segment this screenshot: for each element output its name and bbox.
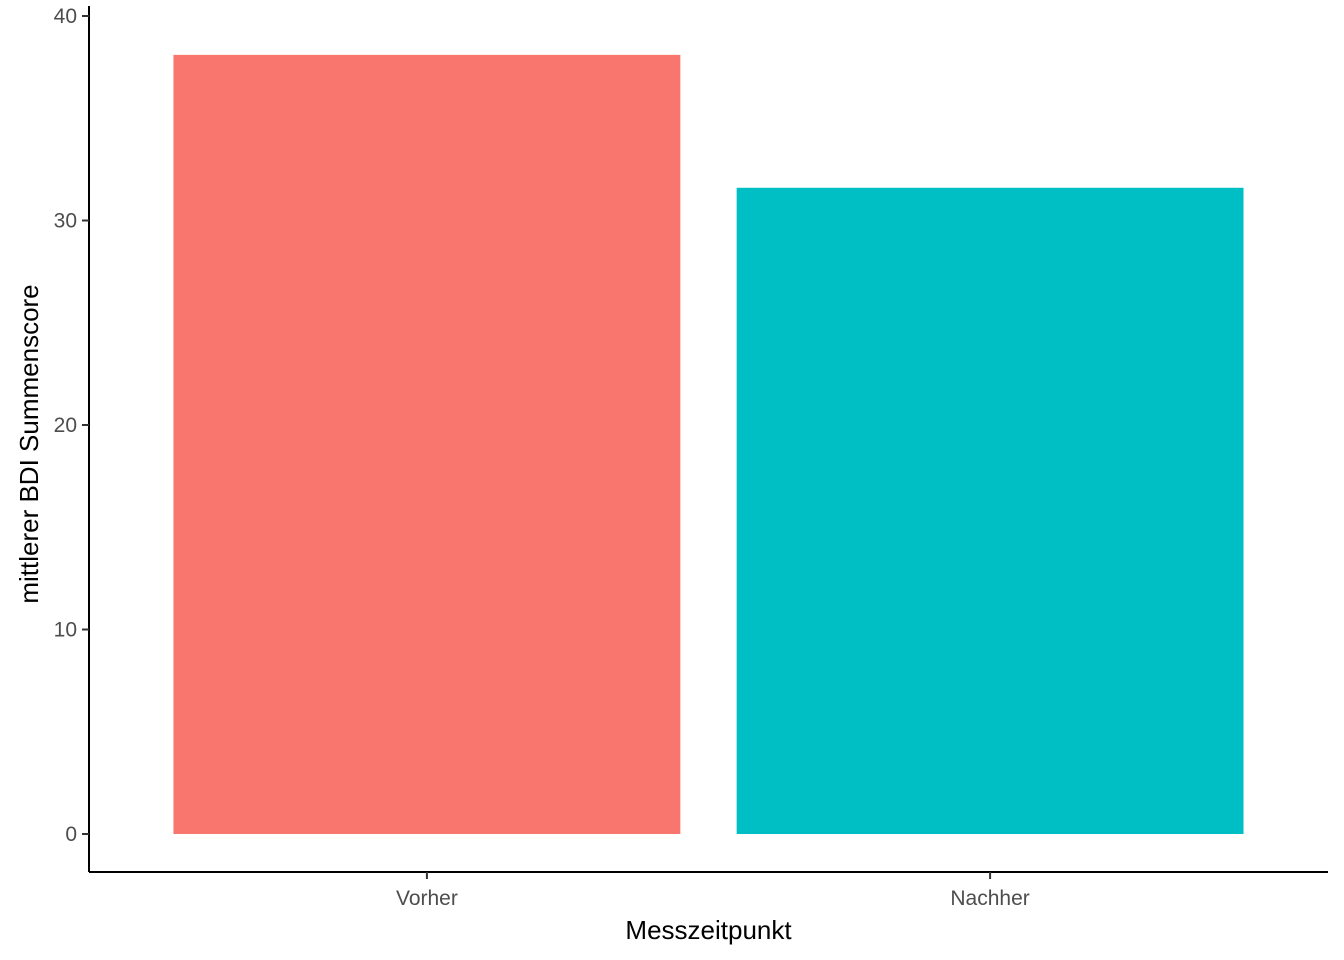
bar-vorher bbox=[173, 54, 681, 835]
x-tick-label-nachher: Nachher bbox=[950, 887, 1029, 910]
bars-layer bbox=[173, 54, 1244, 835]
x-ticks: Vorher Nachher bbox=[396, 872, 1030, 910]
y-tick-label: 0 bbox=[65, 823, 77, 846]
y-tick-label: 40 bbox=[54, 5, 77, 28]
y-ticks: 0 10 20 30 40 bbox=[54, 5, 89, 846]
x-axis-title: Messzeitpunkt bbox=[625, 915, 792, 945]
x-tick-label-vorher: Vorher bbox=[396, 887, 458, 910]
y-tick-label: 30 bbox=[54, 210, 77, 233]
y-tick-label: 20 bbox=[54, 414, 77, 437]
bar-nachher bbox=[736, 187, 1244, 834]
y-tick-label: 10 bbox=[54, 619, 77, 642]
y-axis-title: mittlerer BDI Summenscore bbox=[14, 284, 44, 603]
axes-layer bbox=[88, 6, 1328, 873]
